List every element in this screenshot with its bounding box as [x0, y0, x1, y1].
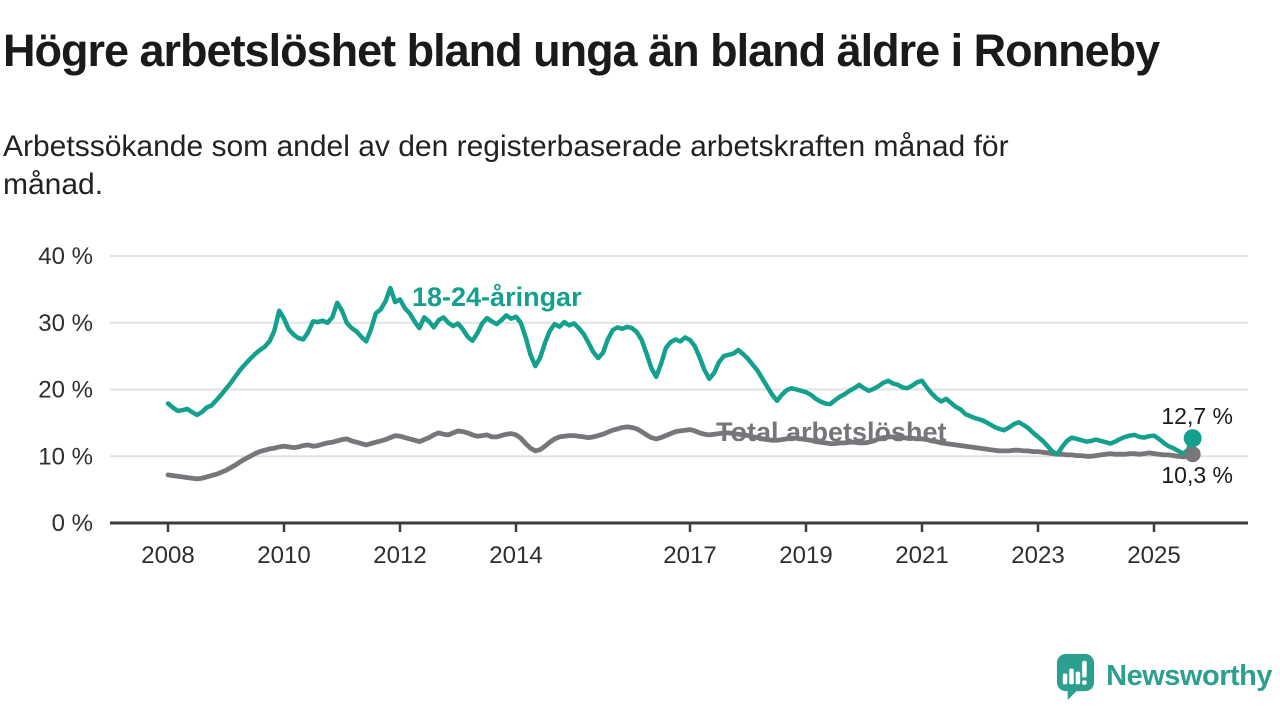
x-tick-label-2017: 2017 — [663, 542, 716, 569]
exclamation-dot — [1082, 680, 1087, 685]
latest-value-dots — [1183, 429, 1202, 463]
y-tick-label-20: 20 % — [38, 377, 93, 404]
latest-dot — [1183, 429, 1202, 448]
series-total-line — [165, 424, 1196, 482]
chart-subtitle: Arbetssökande som andel av den registerb… — [3, 130, 1009, 201]
series-label-youth: 18-24-åringar — [412, 282, 582, 312]
y-tick-label-0: 0 % — [52, 510, 93, 537]
latest-dot — [1184, 446, 1201, 463]
gridlines — [110, 255, 1248, 458]
y-tick-label-40: 40 % — [38, 243, 93, 270]
exclamation-stem — [1082, 660, 1087, 678]
page-title: Högre arbetslöshet bland unga än bland ä… — [3, 25, 1160, 76]
x-tick-label-2014: 2014 — [489, 542, 542, 569]
youth-line-path — [165, 285, 1195, 457]
series-label-total: Total arbetslöshet — [716, 417, 947, 447]
x-tick-label-2025: 2025 — [1127, 542, 1180, 569]
bar-chart-glyph — [1062, 660, 1087, 685]
newsworthy-brand: Newsworthy — [1054, 652, 1272, 700]
series-youth-line — [165, 285, 1195, 457]
x-tick-label-2012: 2012 — [373, 542, 426, 569]
x-tick-label-2008: 2008 — [141, 542, 194, 569]
y-tick-label-30: 30 % — [38, 310, 93, 337]
x-tick-label-2019: 2019 — [779, 542, 832, 569]
x-tick-label-2021: 2021 — [895, 542, 948, 569]
y-tick-label-10: 10 % — [38, 443, 93, 470]
newsworthy-logo-text: Newsworthy — [1106, 659, 1272, 692]
x-tick-label-2010: 2010 — [257, 542, 310, 569]
end-value-label-youth: 12,7 % — [1161, 403, 1233, 429]
total-line-path — [165, 424, 1196, 482]
axis-tick-labels: 40 % 30 % 20 % 10 % 0 % 2008 2010 2012 2014 2017 2… — [38, 243, 1180, 569]
speech-bubble-shape — [1057, 654, 1095, 700]
axes — [110, 521, 1248, 532]
x-tick-label-2023: 2023 — [1011, 542, 1064, 569]
end-value-label-total: 10,3 % — [1161, 462, 1233, 488]
newsworthy-logo-icon — [1057, 654, 1095, 700]
